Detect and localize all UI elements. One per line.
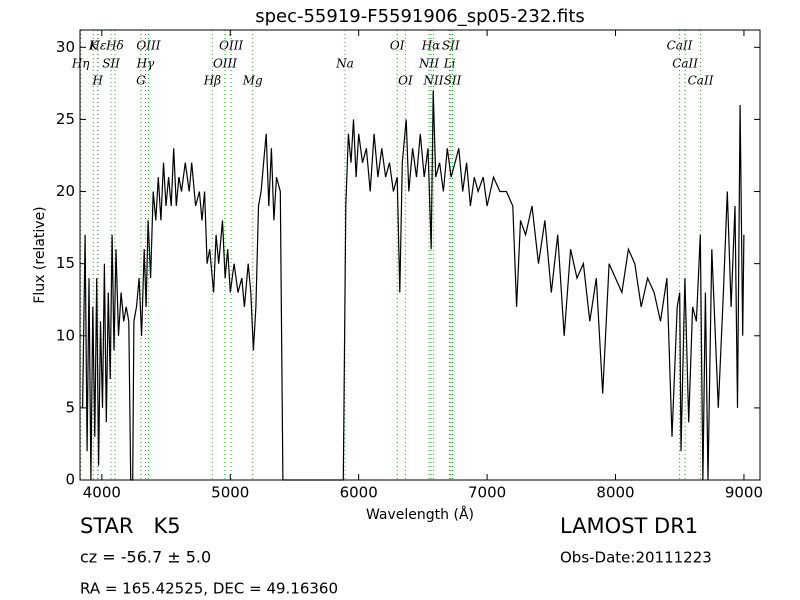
line-marker-label: CaII [672, 57, 698, 71]
line-marker-label: NII [423, 74, 444, 88]
line-marker-label: H [91, 74, 103, 88]
line-marker-label: Hα [421, 39, 441, 53]
redshift: cz = -56.7 ± 5.0 [80, 548, 211, 567]
line-marker-label: K [88, 39, 99, 53]
x-tick-label: 5000 [211, 484, 249, 502]
line-marker-label: OIII [219, 39, 243, 53]
y-tick-label: 15 [56, 254, 75, 272]
y-tick-label: 25 [56, 110, 75, 128]
line-marker-label: CaII [688, 74, 714, 88]
coordinates: RA = 165.42525, DEC = 49.16360 [80, 580, 338, 598]
plot-frame [79, 29, 761, 481]
spectrum-line [82, 90, 745, 481]
x-axis-label: Wavelength (Å) [366, 506, 474, 523]
line-marker-label: SII [442, 39, 460, 53]
x-tick-label: 7000 [468, 484, 506, 502]
x-tick-label: 4000 [83, 484, 121, 502]
line-marker-label: SII [102, 57, 120, 71]
y-tick-label: 5 [65, 398, 75, 416]
line-marker-label: NII [418, 57, 439, 71]
line-marker-label: G [136, 74, 146, 88]
line-marker-label: Hη [71, 57, 90, 71]
x-tick-label: 9000 [725, 484, 763, 502]
line-marker-label: Hγ [136, 57, 155, 71]
survey: LAMOST DR1 [560, 514, 698, 538]
y-tick-label: 30 [56, 38, 75, 56]
line-marker-label: Hε [89, 39, 107, 53]
x-tick-label: 6000 [340, 484, 378, 502]
line-marker-label: SII [444, 74, 462, 88]
object-class: STAR K5 [80, 514, 181, 538]
y-tick-label: 20 [56, 182, 75, 200]
y-tick-label: 10 [56, 326, 75, 344]
chart-title: spec-55919-F5591906_sp05-232.fits [255, 6, 585, 27]
line-marker-label: Mg [242, 74, 263, 88]
line-marker-label: OI [390, 39, 405, 53]
x-tick-label: 8000 [596, 484, 634, 502]
line-marker-label: Na [335, 57, 354, 71]
line-marker-label: CaII [667, 39, 693, 53]
y-tick-label: 0 [65, 471, 75, 489]
line-marker-label: Li [443, 57, 456, 71]
line-marker-label: Hβ [203, 74, 221, 88]
line-marker-label: OIII [213, 57, 237, 71]
obs-date: Obs-Date:20111223 [560, 549, 712, 567]
line-marker-label: OI [398, 74, 413, 88]
line-marker-label: Hδ [105, 39, 124, 53]
line-marker-label: OIII [136, 39, 160, 53]
y-axis-label: Flux (relative) [32, 206, 48, 303]
